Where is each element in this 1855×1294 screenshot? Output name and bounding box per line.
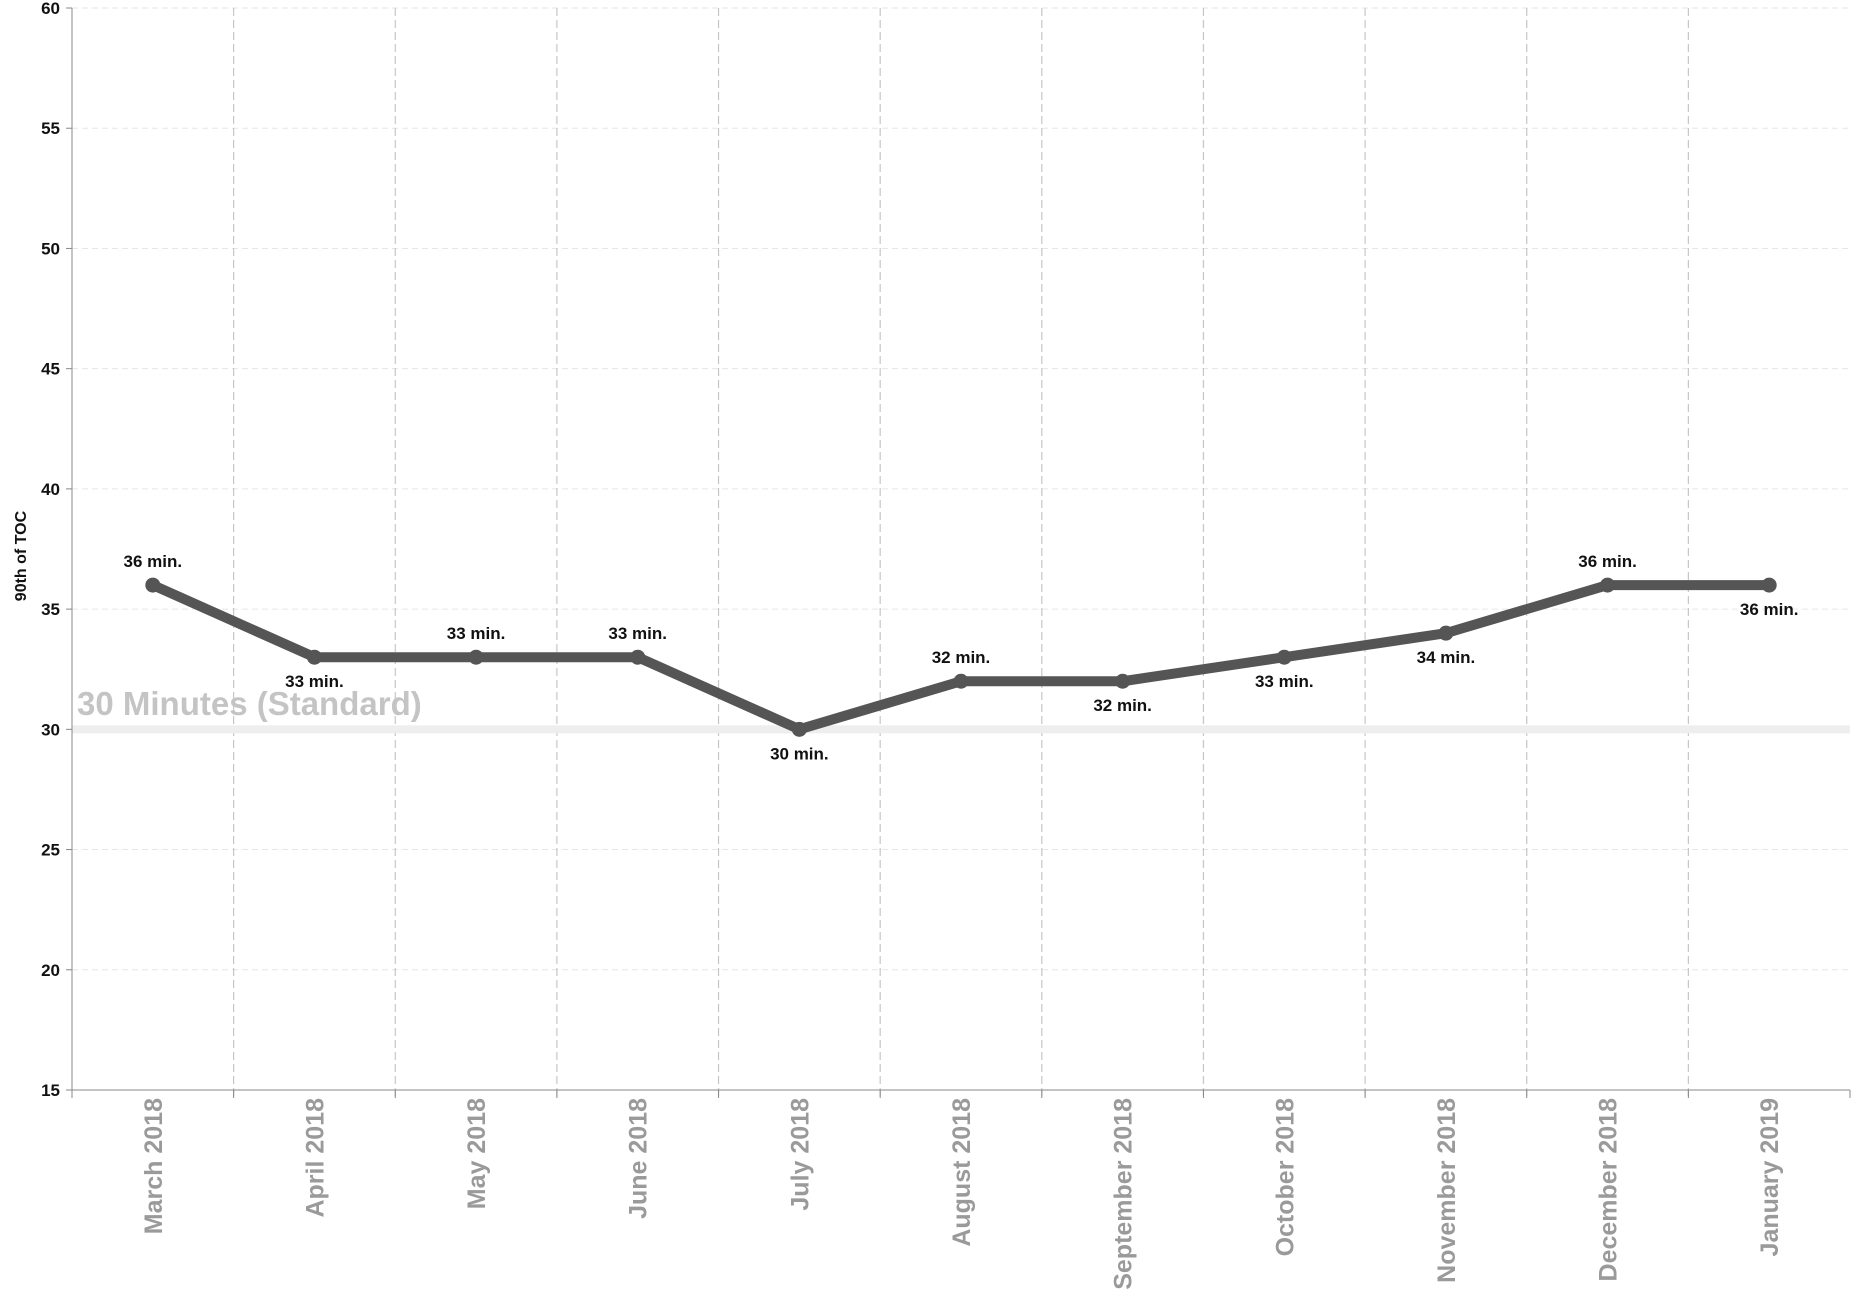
data-label: 32 min.: [932, 648, 991, 667]
y-tick-label: 60: [41, 0, 60, 18]
data-label: 36 min.: [1740, 600, 1799, 619]
y-tick-label: 45: [41, 360, 60, 379]
data-label: 33 min.: [608, 624, 667, 643]
reference-line-label: 30 Minutes (Standard): [77, 685, 422, 722]
data-label: 36 min.: [1578, 552, 1637, 571]
x-tick-label: March 2018: [140, 1098, 168, 1234]
y-tick-label: 55: [41, 119, 60, 138]
data-point: [468, 649, 484, 665]
series: [145, 577, 1777, 737]
x-tick-label: September 2018: [1110, 1098, 1138, 1290]
data-point: [953, 673, 969, 689]
reference-band: [72, 725, 1850, 734]
data-point: [1761, 577, 1777, 593]
data-label: 33 min.: [285, 672, 344, 691]
y-axis-label: 90th of TOC: [13, 510, 30, 601]
data-point: [630, 649, 646, 665]
y-tick-label: 50: [41, 239, 60, 258]
y-tick-label: 15: [41, 1081, 60, 1100]
x-tick-label: May 2018: [463, 1098, 491, 1209]
data-label: 33 min.: [1255, 672, 1314, 691]
x-tick-label: October 2018: [1271, 1098, 1299, 1257]
x-tick-label: January 2019: [1756, 1098, 1784, 1256]
axes: 15 20 25 30 35 40 45 50 55 60 March 2018 April 2018…: [41, 0, 1851, 1290]
data-label: 32 min.: [1093, 696, 1152, 715]
reference-line: [72, 725, 1850, 734]
x-tick-label: December 2018: [1595, 1098, 1623, 1282]
data-point: [306, 649, 322, 665]
data-label: 30 min.: [770, 744, 829, 763]
x-tick-label: April 2018: [301, 1098, 329, 1218]
x-tick-label: July 2018: [786, 1098, 814, 1211]
y-tick-label: 35: [41, 600, 60, 619]
y-tick-label: 25: [41, 841, 60, 860]
data-point: [145, 577, 161, 593]
y-tick-label: 30: [41, 720, 60, 739]
x-tick-label: June 2018: [625, 1098, 653, 1219]
y-tick-label: 20: [41, 961, 60, 980]
data-label: 33 min.: [447, 624, 506, 643]
data-point: [1438, 625, 1454, 641]
data-point: [1276, 649, 1292, 665]
data-point: [1600, 577, 1616, 593]
data-labels: 36 min. 33 min. 33 min. 33 min. 30 min. 32 mi…: [124, 552, 1799, 763]
x-tick-label: November 2018: [1433, 1098, 1461, 1283]
y-tick-label: 40: [41, 480, 60, 499]
x-tick-label: August 2018: [948, 1098, 976, 1247]
data-label: 36 min.: [124, 552, 183, 571]
data-label: 34 min.: [1417, 648, 1476, 667]
data-point: [791, 721, 807, 737]
data-point: [1115, 673, 1131, 689]
